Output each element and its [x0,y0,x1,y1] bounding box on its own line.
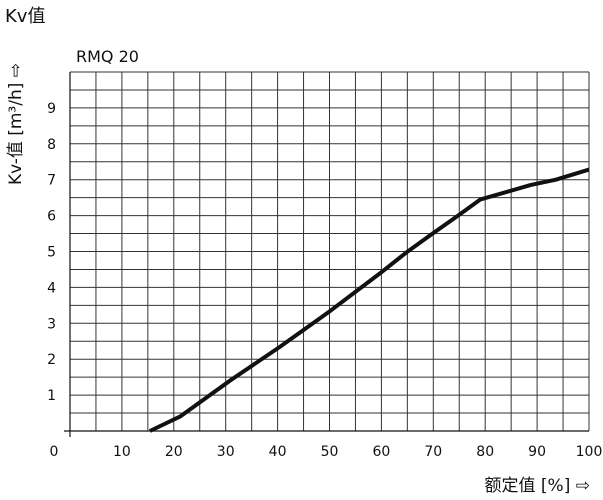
y-tick-label: 5 [47,245,56,261]
x-tick-label: 40 [269,444,287,460]
x-tick-label: 80 [476,444,494,460]
y-tick-label: 4 [47,280,56,296]
y-tick-label: 2 [47,352,56,368]
y-tick-label: 6 [47,209,56,225]
x-tick-label: 20 [165,444,183,460]
x-tick-label: 0 [50,444,59,460]
y-tick-label: 8 [47,137,56,153]
x-tick-label: 60 [372,444,390,460]
series-layer [149,167,590,433]
x-tick-labels: 0 10 20 30 40 50 60 70 80 90 100 [50,444,603,460]
x-tick-label: 30 [217,444,235,460]
y-tick-label: 1 [47,388,56,404]
chart-axes [64,72,589,437]
y-axis-title: Kv-值 [m³/h] ⇨ [6,63,26,185]
y-tick-label: 3 [47,316,56,332]
y-tick-label: 7 [47,173,56,189]
x-tick-label: 70 [424,444,442,460]
figure-heading: Kv值 [5,6,46,27]
kv-curve [149,167,590,433]
x-tick-label: 50 [321,444,339,460]
y-tick-labels: 1 2 3 4 5 6 7 8 9 [47,101,56,404]
x-tick-label: 100 [576,444,603,460]
x-tick-label: 10 [113,444,131,460]
series-name-label: RMQ 20 [76,47,139,66]
x-axis-title: 额定值 [%] ⇨ [485,476,590,496]
x-tick-label: 90 [528,444,546,460]
chart-grid [69,71,590,432]
y-tick-label: 9 [47,101,56,117]
